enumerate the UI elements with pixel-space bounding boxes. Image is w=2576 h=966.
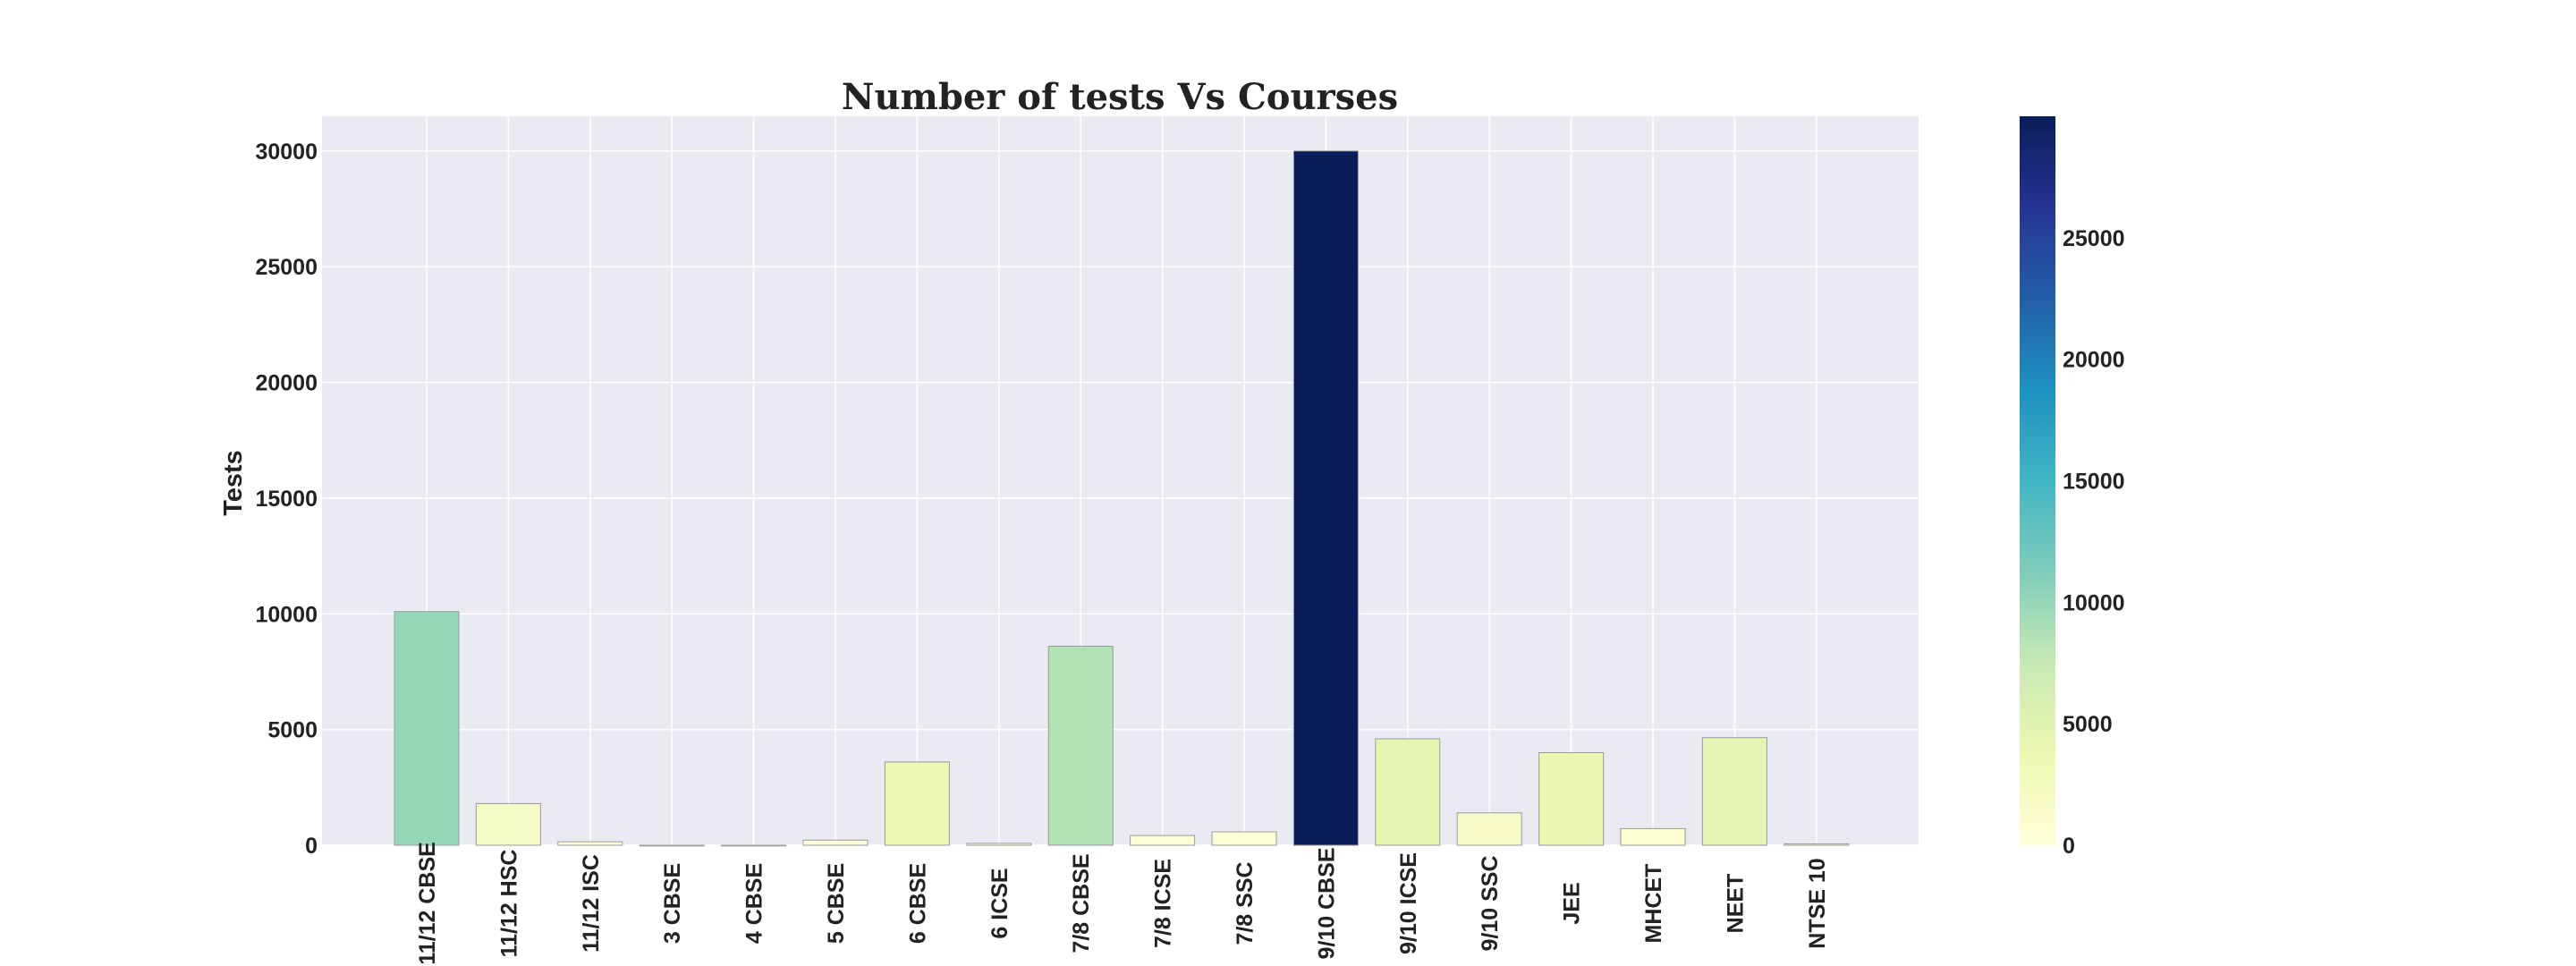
bar [1292, 150, 1359, 846]
colorbar-tick-labels: 0 5000 10000 15000 20000 25000 [2063, 226, 2125, 859]
grid-lines [322, 116, 1919, 846]
y-tick-label: 5000 [267, 718, 318, 743]
bar [639, 844, 705, 847]
x-tick-label: 11/12 HSC [496, 850, 521, 958]
bar [1130, 835, 1196, 846]
bar [1211, 831, 1277, 846]
y-tick-label: 20000 [255, 371, 318, 396]
x-tick-label: NTSE 10 [1805, 858, 1830, 948]
x-tick-label: 5 CBSE [824, 863, 849, 944]
x-tick-label: 11/12 ISC [579, 854, 604, 953]
bar [1375, 738, 1441, 846]
x-tick-labels: 11/12 CBSE 11/12 HSC 11/12 ISC 3 CBSE 4 CBSE… [415, 842, 1830, 965]
bar [721, 844, 787, 847]
colorbar-tick-label: 20000 [2063, 348, 2125, 373]
x-tick-label: 4 CBSE [742, 863, 767, 944]
y-tick-label: 0 [305, 834, 318, 859]
bar [475, 802, 541, 846]
x-tick-label: NEET [1723, 874, 1748, 934]
colorbar-tick-label: 10000 [2063, 590, 2125, 615]
y-tick-label: 15000 [255, 487, 318, 512]
bar [802, 839, 869, 846]
bar [1784, 843, 1850, 846]
colorbar-tick-label: 15000 [2063, 470, 2125, 495]
x-tick-label: 6 ICSE [987, 868, 1013, 938]
y-tick-label: 10000 [255, 602, 318, 627]
x-tick-label: 11/12 CBSE [415, 842, 440, 965]
x-tick-label: 3 CBSE [660, 863, 685, 944]
y-tick-label: 25000 [255, 255, 318, 280]
x-tick-label: 6 CBSE [905, 863, 930, 944]
x-tick-label: 7/8 ICSE [1151, 859, 1176, 948]
x-tick-label: 9/10 CBSE [1314, 847, 1339, 959]
bar [1701, 737, 1767, 846]
x-tick-label: JEE [1560, 882, 1585, 924]
bar [394, 611, 460, 846]
y-tick-label: 30000 [255, 140, 318, 165]
x-tick-label: MHCET [1641, 864, 1666, 944]
colorbar-tick-label: 25000 [2063, 226, 2125, 251]
y-tick-labels: 0 5000 10000 15000 20000 25000 30000 [255, 140, 318, 859]
colorbar-tick-label: 0 [2063, 834, 2075, 859]
bar [1620, 827, 1686, 846]
chart-title: Number of tests Vs Courses [842, 76, 1398, 118]
bar [966, 843, 1032, 846]
bar [1538, 752, 1605, 846]
colorbar-tick-label: 5000 [2063, 712, 2113, 737]
bar [557, 841, 623, 846]
x-tick-label: 9/10 SSC [1478, 855, 1503, 951]
plot-area [322, 116, 1919, 845]
x-tick-label: 9/10 ICSE [1396, 852, 1421, 954]
y-axis-label: Tests [219, 450, 248, 516]
bar [1456, 812, 1522, 846]
bar [1047, 645, 1114, 846]
bar [884, 761, 950, 846]
x-tick-label: 7/8 CBSE [1069, 853, 1094, 953]
colorbar [2020, 116, 2055, 845]
x-tick-label: 7/8 SSC [1233, 861, 1258, 945]
bars [394, 150, 1850, 847]
